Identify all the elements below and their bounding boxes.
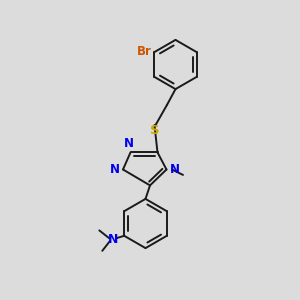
Text: N: N (169, 163, 179, 176)
Text: Br: Br (137, 45, 152, 58)
Text: S: S (150, 124, 159, 137)
Text: N: N (110, 163, 120, 176)
Text: N: N (123, 137, 134, 150)
Text: N: N (108, 233, 118, 246)
